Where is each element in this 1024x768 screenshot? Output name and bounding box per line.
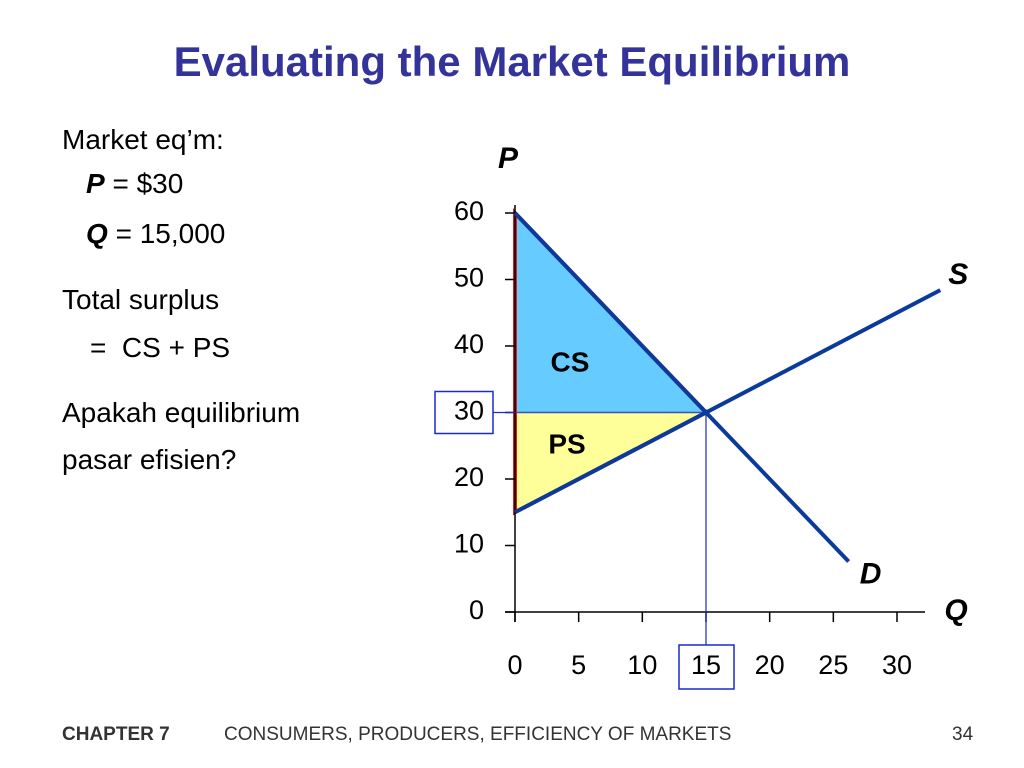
text: = 15,000 <box>115 218 226 249</box>
y-tick-label: 10 <box>454 529 484 559</box>
y-tick-label: 40 <box>454 329 484 359</box>
symbol: Q <box>86 218 108 249</box>
x-tick-label: 25 <box>818 650 848 680</box>
text-line: = CS + PS <box>90 332 231 363</box>
text: = $30 <box>112 168 184 199</box>
curve <box>513 211 851 563</box>
x-tick-label: 10 <box>627 650 657 680</box>
text-line: Q = 15,000 <box>86 218 225 250</box>
curve <box>514 288 942 515</box>
slide-title: Evaluating the Market Equilibrium <box>173 38 851 85</box>
x-tick-label: 15 <box>691 650 721 680</box>
text-line: pasar efisien? <box>62 444 237 475</box>
symbol: P <box>86 168 105 199</box>
equilibrium-point <box>703 409 709 416</box>
y-tick-label: 50 <box>454 263 484 293</box>
text-line: P = $30 <box>86 168 183 200</box>
x-tick-label: 5 <box>571 650 586 680</box>
curve-label: S <box>948 258 968 291</box>
x-axis-label: Q <box>944 594 967 627</box>
y-axis-label: P <box>498 142 519 175</box>
footer-subject: CONSUMERS, PRODUCERS, EFFICIENCY OF MARK… <box>224 724 732 745</box>
text-line: Apakah equilibrium <box>62 397 301 428</box>
x-tick-label: 0 <box>507 650 522 680</box>
y-tick-label: 30 <box>454 396 484 426</box>
area-label: CS <box>551 346 590 377</box>
y-tick-label: 20 <box>454 462 484 492</box>
y-tick-label: 0 <box>469 595 484 625</box>
page-number: 34 <box>952 724 974 745</box>
text-line: Market eq’m: <box>62 124 224 155</box>
y-tick-label: 60 <box>454 196 484 226</box>
curve-label: D <box>860 557 882 590</box>
x-tick-label: 20 <box>755 650 785 680</box>
x-tick-label: 30 <box>882 650 912 680</box>
area-label: PS <box>548 428 585 459</box>
footer-chapter: CHAPTER 7 <box>62 724 170 745</box>
text-line: Total surplus <box>62 284 220 315</box>
